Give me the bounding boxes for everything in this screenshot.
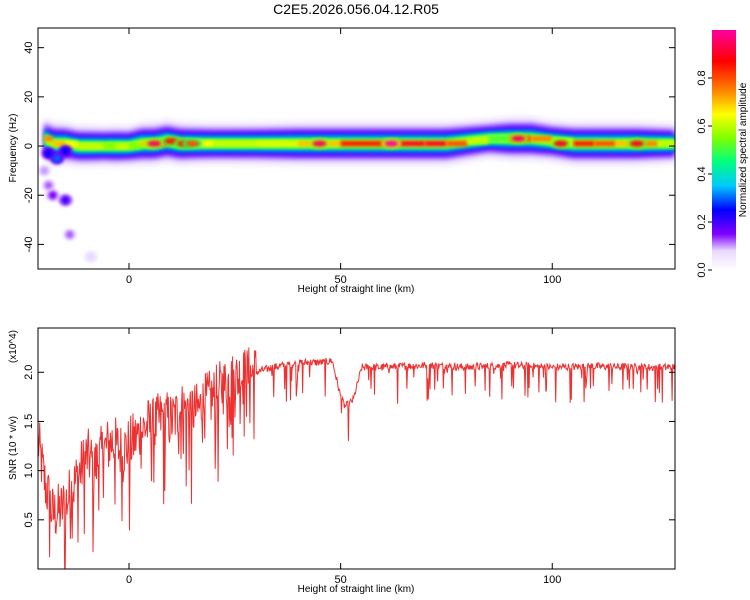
snr-y-ticks: 0.5 1.0 1.5 2.0	[23, 365, 675, 527]
heatmap-blob	[511, 135, 526, 142]
heatmap-cell	[103, 143, 117, 149]
colorbar-tick-label: 0.0	[696, 262, 708, 277]
y-tick-label: -40	[23, 236, 35, 252]
heatmap-cell	[192, 140, 214, 147]
colorbar: 0.0 0.2 0.4 0.6 0.8 Normalized spectral ampl…	[696, 30, 749, 278]
y-tick-label: 0.5	[23, 512, 35, 527]
heatmap-cell	[90, 143, 104, 149]
spectrogram-panel: 0 50 100 40 20 0 -20 -40 Height of straight li…	[8, 27, 676, 295]
heatmap-blob	[44, 181, 53, 190]
snr-x-label: Height of straight line (km)	[298, 584, 415, 595]
colorbar-tick-label: 0.4	[696, 166, 708, 181]
heatmap-cell	[78, 143, 91, 149]
heatmap-blob	[553, 140, 568, 147]
y-tick-label: 2.0	[23, 365, 35, 380]
heatmap-blob	[40, 166, 49, 175]
heatmap-layer	[38, 116, 675, 263]
snr-panel: 0 50 100 0.5 1.0 1.5 2.0 Height of straight l…	[8, 327, 676, 595]
y-tick-label: 20	[23, 91, 35, 103]
x-tick-label: 50	[335, 574, 347, 586]
snr-y-label: SNR (10 * v/v)	[8, 416, 19, 480]
heatmap-cell	[44, 135, 53, 142]
heatmap-cell	[340, 140, 383, 147]
heatmap-cell	[446, 140, 468, 147]
colorbar-tick-label: 0.8	[696, 70, 708, 85]
x-tick-label: 0	[126, 274, 132, 286]
heatmap-x-ticks: 0 50 100	[126, 28, 561, 286]
snr-layer	[38, 347, 675, 569]
heatmap-blob	[86, 252, 95, 261]
heatmap-cell	[65, 140, 79, 147]
heatmap-cell	[636, 140, 659, 147]
heatmap-y-label: Frequency (Hz)	[8, 114, 19, 183]
heatmap-cell	[52, 140, 66, 147]
heatmap-cell	[615, 140, 637, 147]
heatmap-cell	[425, 140, 447, 147]
heatmap-cell	[488, 135, 510, 142]
y-tick-label: 0	[23, 143, 35, 149]
heatmap-cell	[573, 140, 595, 147]
heatmap-cell	[255, 140, 299, 147]
heatmap-blob	[44, 149, 53, 158]
heatmap-cell	[382, 140, 426, 147]
heatmap-cell	[594, 140, 616, 147]
heatmap-blob	[65, 230, 74, 239]
snr-multiplier: (x10^4)	[8, 330, 19, 363]
heatmap-cell	[116, 143, 129, 149]
snr-frame	[37, 327, 676, 570]
x-tick-label: 50	[335, 274, 347, 286]
y-tick-label: 40	[23, 42, 35, 54]
heatmap-blob	[185, 140, 200, 147]
heatmap-cell	[213, 140, 256, 147]
heatmap-y-ticks: 40 20 0 -20 -40	[23, 42, 675, 252]
heatmap-blob	[48, 191, 57, 200]
heatmap-cell	[658, 140, 675, 147]
chart-title: C2E5.2026.056.04.12.R05	[273, 1, 439, 17]
x-tick-label: 100	[543, 274, 561, 286]
heatmap-blob	[61, 196, 70, 205]
heatmap-cell	[531, 135, 553, 142]
heatmap-blob	[147, 140, 162, 147]
heatmap-cell	[467, 138, 489, 144]
heatmap-frame	[37, 27, 676, 270]
heatmap-blob	[629, 140, 644, 147]
y-tick-label: -20	[23, 187, 35, 203]
colorbar-ticks: 0.0 0.2 0.4 0.6 0.8	[696, 70, 712, 278]
heatmap-blob	[61, 146, 70, 155]
x-tick-label: 100	[543, 574, 561, 586]
heatmap-blob	[384, 140, 399, 147]
colorbar-tick-label: 0.6	[696, 118, 708, 133]
colorbar-gradient	[712, 30, 736, 270]
snr-x-ticks: 0 50 100	[126, 328, 561, 586]
colorbar-label: Normalized spectral amplitude	[738, 82, 749, 217]
y-tick-label: 1.0	[23, 463, 35, 478]
colorbar-tick-label: 0.2	[696, 214, 708, 229]
snr-series-line	[38, 347, 675, 569]
heatmap-x-label: Height of straight line (km)	[298, 284, 415, 295]
x-tick-label: 0	[126, 574, 132, 586]
heatmap-blob	[53, 154, 62, 163]
y-tick-label: 1.5	[23, 414, 35, 429]
heatmap-blob	[312, 140, 327, 147]
heatmap-cell	[129, 143, 142, 149]
